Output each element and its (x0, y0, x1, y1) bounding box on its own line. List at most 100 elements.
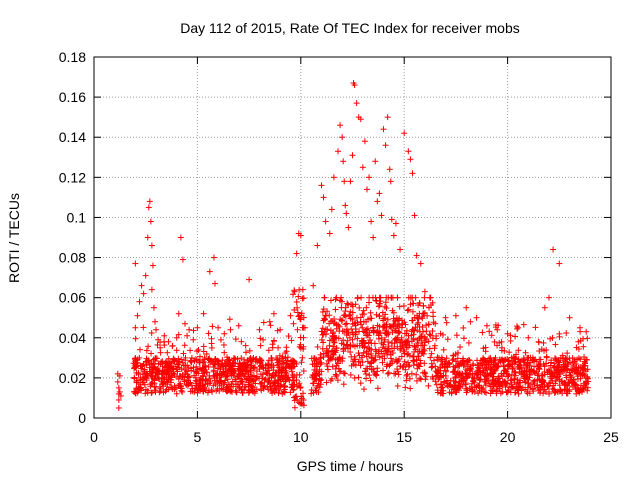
data-point (225, 381, 232, 388)
data-point (351, 375, 358, 382)
data-point (374, 385, 381, 392)
data-point (168, 360, 175, 367)
data-point (115, 384, 122, 391)
data-point (483, 389, 490, 396)
data-point (252, 376, 259, 383)
data-point (227, 388, 234, 395)
data-point (137, 381, 144, 388)
data-point (265, 386, 272, 393)
data-point (392, 220, 399, 227)
data-point (498, 347, 505, 354)
data-point (142, 390, 149, 397)
data-point (297, 232, 304, 239)
data-point (430, 319, 437, 326)
data-point (229, 360, 236, 367)
data-point (461, 361, 468, 368)
data-point (376, 190, 383, 197)
data-point (230, 359, 237, 366)
data-point (146, 364, 153, 371)
data-point (388, 355, 395, 362)
data-point (197, 384, 204, 391)
data-point (271, 389, 278, 396)
data-point (498, 372, 505, 379)
data-point (413, 371, 420, 378)
data-point (188, 354, 195, 361)
data-point (550, 246, 557, 253)
data-point (149, 363, 156, 370)
data-point (409, 308, 416, 315)
data-point (168, 384, 175, 391)
data-point (196, 358, 203, 365)
data-point (429, 328, 436, 334)
data-point (320, 194, 327, 201)
data-point (564, 350, 571, 357)
data-point (206, 372, 213, 379)
data-point (279, 390, 286, 397)
data-point (257, 335, 264, 342)
data-point (164, 349, 171, 356)
data-point (115, 404, 122, 411)
data-point (427, 294, 434, 301)
data-point (268, 355, 275, 362)
data-point (157, 388, 164, 395)
data-point (140, 324, 147, 331)
data-point (143, 347, 150, 354)
data-point (382, 311, 389, 318)
data-point (257, 371, 264, 378)
data-point (194, 366, 201, 373)
data-point (423, 322, 430, 329)
data-point (153, 326, 160, 333)
data-point (237, 367, 244, 374)
data-point (348, 326, 355, 333)
data-point (265, 347, 272, 354)
data-point (282, 354, 289, 361)
data-point (228, 372, 235, 379)
data-point (545, 294, 552, 301)
data-point (433, 332, 440, 339)
data-point (182, 362, 189, 369)
data-point (507, 332, 514, 339)
data-point (269, 341, 276, 348)
data-point (206, 375, 213, 382)
data-point (278, 364, 285, 371)
data-point (416, 375, 423, 382)
data-point (215, 324, 222, 331)
data-point (171, 385, 178, 392)
data-point (356, 304, 363, 311)
data-point (573, 390, 580, 397)
data-point (154, 365, 161, 372)
data-point (221, 330, 228, 337)
y-tick-label: 0.06 (59, 290, 86, 306)
data-point (196, 359, 203, 366)
data-point (236, 383, 243, 390)
data-point (583, 328, 590, 335)
data-point (152, 318, 159, 325)
data-point (384, 316, 391, 323)
data-point (142, 272, 149, 279)
data-point (240, 365, 247, 372)
data-point (395, 321, 402, 328)
data-point (287, 312, 294, 319)
data-point (342, 202, 349, 209)
x-tick-label: 5 (194, 429, 202, 445)
data-point (190, 336, 197, 343)
data-point (184, 373, 191, 380)
data-point (334, 377, 341, 384)
data-point (238, 338, 245, 345)
data-point (260, 336, 267, 343)
data-point (192, 356, 199, 363)
data-point (413, 377, 420, 384)
data-point (510, 384, 517, 391)
data-point (132, 363, 139, 370)
data-point (238, 355, 245, 362)
data-point (405, 332, 412, 339)
data-point (281, 386, 288, 393)
data-point (264, 362, 271, 369)
data-point (465, 339, 472, 346)
data-point (347, 349, 354, 356)
data-point (194, 324, 201, 331)
data-point (345, 224, 352, 231)
data-point (154, 341, 161, 348)
data-point (148, 390, 155, 397)
